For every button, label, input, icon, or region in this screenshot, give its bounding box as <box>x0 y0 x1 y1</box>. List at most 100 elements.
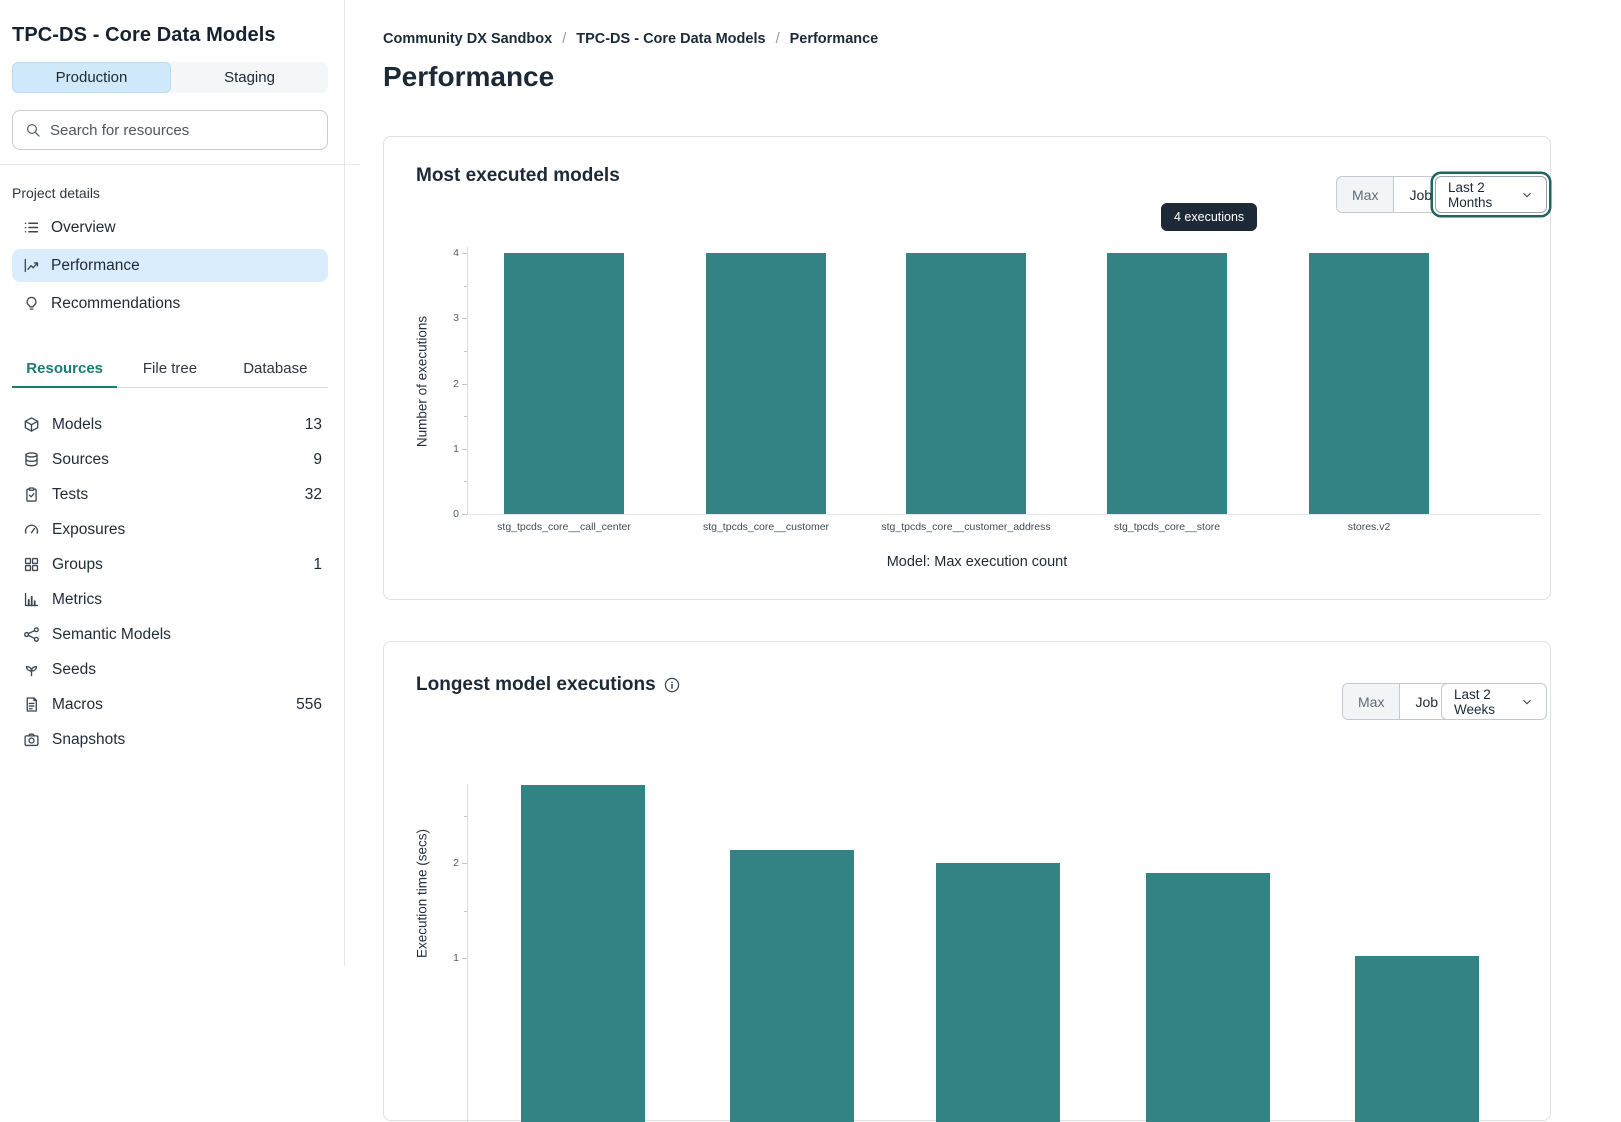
resource-item-exposures[interactable]: Exposures <box>12 512 328 547</box>
x-tick-label: stg_tpcds_core__call_center <box>497 521 631 533</box>
y-axis-title: Number of executions <box>414 315 430 448</box>
sidebar-item-recommendations[interactable]: Recommendations <box>12 287 328 320</box>
resource-item-snapshots[interactable]: Snapshots <box>12 722 328 757</box>
clipboard-check-icon <box>22 486 40 504</box>
project-nav: Overview Performance Recommendations <box>12 211 328 320</box>
resource-count: 556 <box>296 695 322 713</box>
grid-icon <box>22 556 40 574</box>
sidebar-item-label: Recommendations <box>51 294 181 312</box>
x-axis-line <box>467 514 1541 515</box>
file-text-icon <box>22 696 40 714</box>
resource-label: Models <box>52 415 102 433</box>
resource-item-metrics[interactable]: Metrics <box>12 582 328 617</box>
bar[interactable] <box>936 863 1060 1122</box>
x-axis-title: Model: Max execution count <box>886 554 1068 570</box>
resource-label: Exposures <box>52 520 126 538</box>
resource-label: Metrics <box>52 590 102 608</box>
y-tick <box>462 318 467 320</box>
y-minor-tick <box>464 910 467 912</box>
resource-item-models[interactable]: Models 13 <box>12 407 328 442</box>
breadcrumb-separator: / <box>775 31 780 47</box>
chart-title: Longest model executions <box>416 674 656 695</box>
resource-item-macros[interactable]: Macros 556 <box>12 687 328 722</box>
search-box[interactable] <box>12 110 328 150</box>
bar[interactable] <box>906 253 1026 514</box>
tab-database[interactable]: Database <box>243 360 308 377</box>
resource-label: Tests <box>52 485 89 503</box>
bar[interactable] <box>1146 873 1270 1122</box>
sidebar-item-label: Performance <box>51 256 140 274</box>
x-tick-label: stg_tpcds_core__customer <box>702 521 830 533</box>
y-tick-label: 2 <box>453 377 459 390</box>
sidebar-item-label: Overview <box>51 218 116 236</box>
y-tick <box>462 448 467 450</box>
resource-label: Groups <box>52 555 103 573</box>
date-range-select[interactable]: Last 2 Weeks <box>1441 683 1547 720</box>
toggle-max-button[interactable]: Max <box>1343 684 1401 719</box>
y-axis-line <box>467 247 468 514</box>
list-icon <box>22 219 40 237</box>
breadcrumb-current: Performance <box>789 31 879 47</box>
breadcrumb: Community DX Sandbox / TPC-DS - Core Data … <box>383 31 878 47</box>
env-tab-staging[interactable]: Staging <box>224 69 275 86</box>
resource-label: Snapshots <box>52 730 126 748</box>
cube-icon <box>22 416 40 434</box>
env-tab-production[interactable]: Production <box>12 62 171 93</box>
y-tick-label: 2 <box>453 857 459 869</box>
resource-count: 9 <box>313 450 322 468</box>
most-executed-models-card: Most executed models Max Job Last 2 Mont… <box>383 136 1551 600</box>
resource-item-tests[interactable]: Tests 32 <box>12 477 328 512</box>
search-icon <box>25 122 41 138</box>
resource-count: 1 <box>313 555 322 573</box>
y-tick-label: 0 <box>453 508 459 520</box>
bar[interactable] <box>1309 253 1429 514</box>
bar[interactable] <box>1107 253 1227 514</box>
breadcrumb-separator: / <box>562 31 567 47</box>
main-content: Community DX Sandbox / TPC-DS - Core Data … <box>346 0 1621 1122</box>
resource-item-seeds[interactable]: Seeds <box>12 652 328 687</box>
bar[interactable] <box>521 785 645 1122</box>
environment-tabs: Production Staging <box>12 62 328 93</box>
longest-model-executions-card: Longest model executions Max Job Last 2 … <box>383 641 1551 1122</box>
tab-resources[interactable]: Resources <box>12 352 118 388</box>
info-icon[interactable] <box>664 677 680 693</box>
max-job-toggle: Max Job <box>1336 176 1449 213</box>
resource-item-groups[interactable]: Groups 1 <box>12 547 328 582</box>
y-tick-label: 1 <box>453 952 459 964</box>
breadcrumb-link[interactable]: TPC-DS - Core Data Models <box>576 31 766 47</box>
y-tick-label: 3 <box>453 312 459 325</box>
bar[interactable] <box>706 253 826 514</box>
tab-file-tree[interactable]: File tree <box>142 360 198 377</box>
y-minor-tick <box>464 481 467 483</box>
y-axis-line <box>467 784 468 1122</box>
search-input[interactable] <box>50 121 315 139</box>
bar[interactable] <box>1355 956 1479 1122</box>
bar[interactable] <box>504 253 624 514</box>
toggle-max-button[interactable]: Max <box>1337 177 1395 212</box>
chart-title: Most executed models <box>416 165 620 186</box>
resource-label: Macros <box>52 695 103 713</box>
project-title: TPC-DS - Core Data Models <box>12 24 276 46</box>
resource-item-sources[interactable]: Sources 9 <box>12 442 328 477</box>
x-tick-label: stg_tpcds_core__customer_address <box>881 521 1051 533</box>
resource-item-semantic-models[interactable]: Semantic Models <box>12 617 328 652</box>
gauge-icon <box>22 521 40 539</box>
sidebar-item-overview[interactable]: Overview <box>12 211 328 244</box>
breadcrumb-link[interactable]: Community DX Sandbox <box>383 31 553 47</box>
resource-count: 32 <box>304 485 322 503</box>
database-icon <box>22 451 40 469</box>
project-details-label: Project details <box>12 185 100 201</box>
y-minor-tick <box>464 416 467 418</box>
y-tick <box>462 863 467 864</box>
resource-label: Sources <box>52 450 109 468</box>
y-tick <box>462 383 467 385</box>
bar[interactable] <box>730 849 854 1122</box>
date-range-select[interactable]: Last 2 Months <box>1435 176 1547 213</box>
y-tick <box>462 958 467 959</box>
y-tick <box>462 514 467 515</box>
y-minor-tick <box>464 350 467 352</box>
max-job-toggle: Max Job <box>1342 683 1455 720</box>
y-tick-label: 4 <box>453 247 459 259</box>
sidebar-item-performance[interactable]: Performance <box>12 249 328 282</box>
y-tick <box>462 253 467 254</box>
